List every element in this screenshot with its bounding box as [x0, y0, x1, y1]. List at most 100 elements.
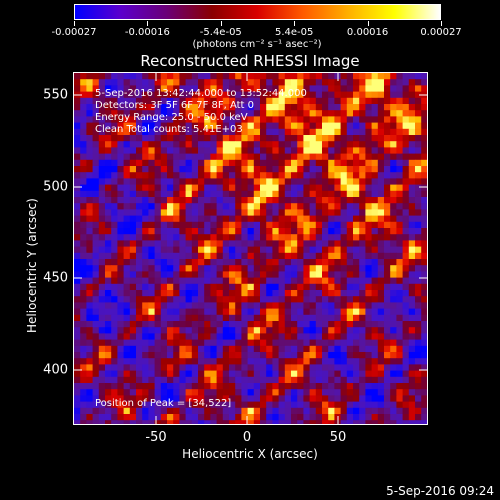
image-pixel: [297, 153, 304, 161]
image-pixel: [266, 314, 273, 322]
image-pixel: [334, 401, 341, 409]
image-pixel: [328, 221, 335, 229]
image-pixel: [396, 190, 403, 198]
image-pixel: [421, 364, 427, 371]
image-pixel: [284, 259, 292, 266]
image-pixel: [167, 389, 174, 396]
image-pixel: [198, 364, 205, 371]
image-pixel: [123, 352, 131, 359]
image-pixel: [80, 314, 87, 322]
image-pixel: [340, 166, 348, 173]
image-pixel: [396, 271, 403, 278]
image-pixel: [408, 178, 416, 185]
image-pixel: [105, 327, 112, 334]
image-pixel: [241, 259, 248, 266]
image-pixel: [179, 197, 186, 204]
image-pixel: [86, 352, 93, 359]
image-pixel: [173, 308, 180, 316]
image-pixel: [136, 147, 143, 154]
image-pixel: [117, 172, 124, 179]
image-pixel: [123, 358, 131, 365]
image-pixel: [390, 308, 397, 316]
image-pixel: [315, 197, 323, 204]
image-pixel: [353, 110, 360, 117]
image-pixel: [198, 271, 205, 278]
image-pixel: [136, 290, 143, 297]
image-pixel: [191, 85, 199, 92]
image-pixel: [111, 370, 118, 378]
image-pixel: [204, 178, 211, 185]
image-pixel: [129, 308, 137, 316]
image-pixel: [111, 352, 118, 359]
image-pixel: [241, 97, 248, 105]
image-pixel: [148, 234, 155, 241]
image-pixel: [204, 172, 211, 179]
image-pixel: [328, 370, 335, 378]
image-pixel: [415, 166, 422, 173]
image-pixel: [415, 178, 422, 185]
image-pixel: [291, 414, 298, 421]
image-pixel: [185, 339, 193, 347]
image-pixel: [129, 352, 137, 359]
image-pixel: [402, 420, 410, 424]
image-pixel: [278, 333, 286, 340]
image-pixel: [229, 203, 236, 210]
image-pixel: [365, 122, 372, 130]
image-pixel: [86, 203, 93, 210]
image-pixel: [185, 73, 193, 80]
image-pixel: [315, 141, 323, 148]
image-pixel: [408, 141, 416, 148]
image-pixel: [371, 271, 379, 278]
image-pixel: [117, 209, 124, 216]
image-pixel: [253, 110, 261, 117]
image-pixel: [235, 166, 242, 173]
image-pixel: [377, 407, 385, 415]
image-pixel: [129, 333, 137, 340]
image-pixel: [123, 116, 131, 123]
image-pixel: [235, 246, 242, 254]
image-pixel: [129, 290, 137, 297]
image-pixel: [167, 376, 174, 384]
image-pixel: [136, 345, 143, 353]
image-pixel: [340, 271, 348, 278]
image-pixel: [247, 283, 255, 291]
image-pixel: [353, 91, 360, 99]
image-pixel: [123, 376, 131, 384]
image-pixel: [291, 358, 298, 365]
image-pixel: [129, 277, 137, 285]
image-pixel: [80, 370, 87, 378]
image-pixel: [142, 345, 149, 353]
image-pixel: [154, 209, 162, 216]
image-pixel: [167, 141, 174, 148]
image-pixel: [173, 215, 180, 223]
image-pixel: [377, 314, 385, 322]
image-pixel: [359, 420, 366, 424]
image-pixel: [204, 358, 211, 365]
image-pixel: [297, 79, 304, 86]
image-pixel: [415, 252, 422, 260]
image-pixel: [297, 184, 304, 192]
image-pixel: [377, 104, 385, 111]
image-pixel: [160, 314, 168, 322]
image-pixel: [359, 296, 366, 303]
y-axis-title: Heliocentric Y (arcsec): [25, 198, 39, 333]
image-pixel: [241, 190, 248, 198]
image-pixel: [359, 221, 366, 229]
image-pixel: [340, 91, 348, 99]
image-pixel: [359, 407, 366, 415]
image-pixel: [129, 376, 137, 384]
image-pixel: [266, 389, 273, 396]
image-pixel: [92, 184, 100, 192]
image-pixel: [390, 370, 397, 378]
image-pixel: [253, 122, 261, 130]
image-pixel: [160, 339, 168, 347]
image-pixel: [315, 296, 323, 303]
image-pixel: [198, 401, 205, 409]
image-pixel: [309, 234, 317, 241]
image-pixel: [154, 296, 162, 303]
image-pixel: [253, 153, 261, 161]
image-pixel: [154, 203, 162, 210]
image-pixel: [74, 128, 81, 136]
image-pixel: [123, 240, 131, 247]
image-pixel: [390, 203, 397, 210]
